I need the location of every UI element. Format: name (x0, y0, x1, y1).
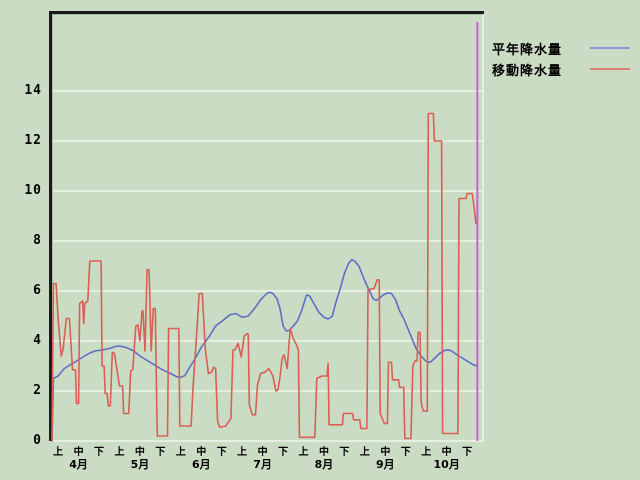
x-axis-period-label: 下 (216, 447, 227, 458)
x-axis-period-label: 下 (400, 447, 411, 458)
x-axis-period-label: 下 (339, 447, 350, 458)
x-axis-period-label: 中 (73, 447, 84, 458)
x-axis-month-label: 8月 (314, 458, 334, 471)
x-axis-period-label: 上 (359, 447, 370, 458)
chart-legend: 平年降水量 移動降水量 (492, 39, 640, 81)
legend-item-moving-precipitation: 移動降水量 (492, 60, 640, 81)
series-line-moving-precipitation (51, 112, 477, 442)
x-axis-month-label: 10月 (433, 458, 460, 471)
x-axis-period-label: 上 (53, 447, 64, 458)
x-axis-month-label: 9月 (376, 458, 395, 471)
y-axis-tick-label: 6 (33, 283, 42, 298)
legend-line-sample-red (590, 68, 630, 70)
y-axis-tick-label: 12 (24, 133, 42, 148)
x-axis-period-label: 中 (134, 447, 145, 458)
y-axis-tick-label: 2 (33, 383, 42, 398)
y-axis-tick-label: 10 (24, 183, 42, 198)
x-axis-period-label: 中 (441, 447, 452, 458)
series-line-normal-precipitation (51, 258, 479, 442)
x-axis-period-label: 下 (155, 447, 166, 458)
x-axis-period-label: 中 (318, 447, 329, 458)
legend-item-normal-precipitation: 平年降水量 (492, 39, 640, 60)
legend-label: 移動降水量 (492, 64, 563, 79)
y-axis-tick-label: 4 (33, 333, 42, 348)
y-axis-tick-label: 0 (33, 433, 42, 448)
x-axis-month-label: 6月 (191, 458, 211, 471)
x-axis-period-label: 中 (196, 447, 207, 458)
legend-line-sample-blue (590, 47, 630, 49)
x-axis-period-label: 上 (421, 447, 432, 458)
y-axis-tick-label: 8 (33, 233, 42, 248)
x-axis-period-label: 下 (462, 447, 473, 458)
x-axis-period-label: 下 (94, 447, 105, 458)
x-axis-month-label: 7月 (253, 458, 272, 471)
x-axis-period-label: 下 (278, 447, 289, 458)
x-axis-period-label: 上 (298, 447, 309, 458)
x-axis-period-label: 上 (237, 447, 248, 458)
x-axis-period-label: 上 (114, 447, 125, 458)
y-axis-tick-label: 14 (24, 83, 42, 98)
x-axis-month-label: 5月 (130, 458, 150, 471)
x-axis-period-label: 中 (257, 447, 268, 458)
x-axis-period-label: 中 (380, 447, 391, 458)
x-axis-month-label: 4月 (69, 458, 88, 471)
x-axis-period-label: 上 (175, 447, 186, 458)
legend-label: 平年降水量 (492, 43, 563, 58)
